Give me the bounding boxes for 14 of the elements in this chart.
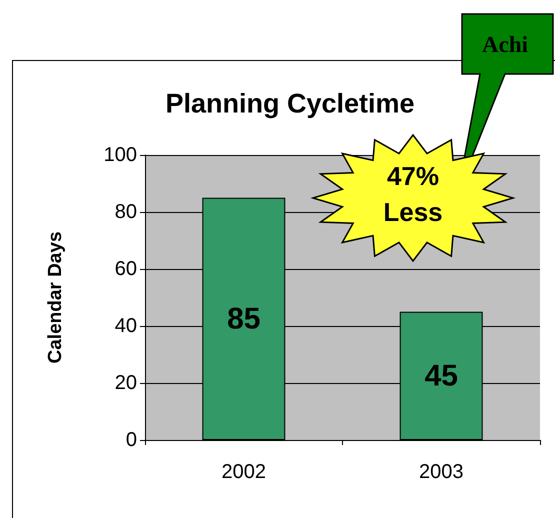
x-tick-label: 2003 xyxy=(419,461,464,483)
y-axis-title: Calendar Days xyxy=(45,231,66,364)
text: Achi xyxy=(482,32,529,57)
y-tick-label: 80 xyxy=(114,201,137,223)
y-tick-label: 100 xyxy=(104,144,137,166)
chart-title: Planning Cycletime xyxy=(165,88,415,118)
annotation: 47% Less xyxy=(383,161,443,227)
y-tick-label: 20 xyxy=(114,372,137,394)
y-tick-label: 40 xyxy=(114,315,137,337)
x-tick-label: 2002 xyxy=(222,461,266,483)
data-label: 45 xyxy=(424,359,458,392)
y-tick-label: 60 xyxy=(114,258,137,280)
y-tick-label: 0 xyxy=(126,429,137,451)
data-label: 85 xyxy=(227,302,260,336)
